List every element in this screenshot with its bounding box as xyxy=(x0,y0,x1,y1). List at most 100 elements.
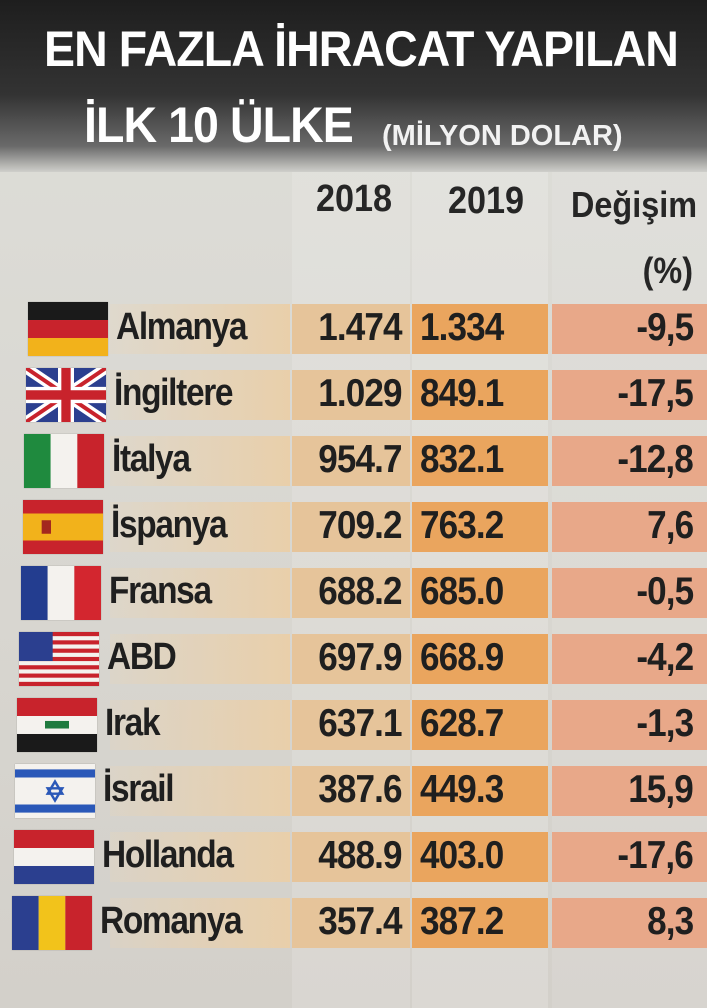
value-2019: 449.3 xyxy=(420,768,504,811)
table-row: Almanya 1.474 1.334 -9,5 xyxy=(0,300,707,358)
title-line-1: EN FAZLA İHRACAT YAPILAN xyxy=(44,21,679,77)
row-band-2018 xyxy=(292,898,410,948)
usa-flag-icon xyxy=(19,632,99,686)
row-band-change xyxy=(552,634,707,684)
france-flag-icon xyxy=(21,566,101,620)
table-row: İspanya 709.2 763.2 7,6 xyxy=(0,498,707,556)
row-band-2018 xyxy=(292,436,410,486)
row-band-2018 xyxy=(292,304,410,354)
row-band-2019 xyxy=(412,436,548,486)
row-band-name xyxy=(110,370,290,420)
value-2018: 357.4 xyxy=(318,900,403,943)
row-band-name xyxy=(110,502,290,552)
netherlands-flag-icon xyxy=(14,830,94,884)
table-row: Romanya 357.4 387.2 8,3 xyxy=(0,894,707,952)
row-band-name xyxy=(110,832,290,882)
row-band-change xyxy=(552,898,707,948)
row-band-change xyxy=(552,502,707,552)
table-row: ABD 697.9 668.9 -4,2 xyxy=(0,630,707,688)
row-band-change xyxy=(552,832,707,882)
row-band-2019 xyxy=(412,634,548,684)
row-band-name xyxy=(110,634,290,684)
row-band-2019 xyxy=(412,898,548,948)
value-change: 7,6 xyxy=(646,504,694,547)
value-change: -0,5 xyxy=(636,570,694,613)
spain-flag-icon xyxy=(23,500,103,554)
row-band-2019 xyxy=(412,568,548,618)
row-band-change xyxy=(552,568,707,618)
iraq-flag-icon xyxy=(17,698,97,752)
column-header-2018: 2018 xyxy=(316,178,393,220)
column-header-change-unit: (%) xyxy=(642,250,693,291)
country-name: Hollanda xyxy=(102,834,234,876)
row-band-2018 xyxy=(292,370,410,420)
row-band-2018 xyxy=(292,832,410,882)
uk-flag-icon xyxy=(26,368,106,422)
row-band-name xyxy=(110,304,290,354)
value-2019: 387.2 xyxy=(420,900,504,943)
value-2019: 832.1 xyxy=(420,438,504,481)
row-band-name xyxy=(110,898,290,948)
table-row: İsrail 387.6 449.3 15,9 xyxy=(0,762,707,820)
value-2018: 387.6 xyxy=(318,768,403,811)
row-band-2019 xyxy=(412,370,548,420)
row-band-2018 xyxy=(292,700,410,750)
row-band-2019 xyxy=(412,502,548,552)
table-row: Irak 637.1 628.7 -1,3 xyxy=(0,696,707,754)
row-band-2019 xyxy=(412,832,548,882)
row-band-change xyxy=(552,700,707,750)
value-change: -1,3 xyxy=(636,702,694,745)
value-2019: 668.9 xyxy=(420,636,504,679)
value-2019: 849.1 xyxy=(420,372,504,415)
value-2019: 628.7 xyxy=(420,702,504,745)
row-band-name xyxy=(110,568,290,618)
column-header-change: Değişim xyxy=(570,184,697,225)
country-name: Romanya xyxy=(100,900,243,942)
value-change: -17,6 xyxy=(617,834,693,877)
israel-flag-icon xyxy=(15,764,95,818)
value-2018: 688.2 xyxy=(318,570,403,613)
country-name: Fransa xyxy=(109,570,212,612)
value-change: -12,8 xyxy=(617,438,693,481)
country-name: Irak xyxy=(105,702,161,744)
value-change: 8,3 xyxy=(646,900,694,943)
table-row: İngiltere 1.029 849.1 -17,5 xyxy=(0,366,707,424)
value-2018: 488.9 xyxy=(318,834,403,877)
title-unit: (MİLYON DOLAR) xyxy=(382,120,623,152)
title-line-2: İLK 10 ÜLKE xyxy=(84,97,354,153)
row-band-change xyxy=(552,436,707,486)
italy-flag-icon xyxy=(24,434,104,488)
row-band-2018 xyxy=(292,766,410,816)
value-2018: 637.1 xyxy=(318,702,403,745)
germany-flag-icon xyxy=(28,302,108,356)
row-band-2018 xyxy=(292,634,410,684)
row-band-name xyxy=(110,766,290,816)
table-row: Hollanda 488.9 403.0 -17,6 xyxy=(0,828,707,886)
value-change: -9,5 xyxy=(636,306,694,349)
romania-flag-icon xyxy=(12,896,92,950)
country-name: İtalya xyxy=(112,438,191,480)
table-row: İtalya 954.7 832.1 -12,8 xyxy=(0,432,707,490)
row-band-name xyxy=(110,436,290,486)
country-name: ABD xyxy=(107,636,177,678)
row-band-change xyxy=(552,370,707,420)
row-band-2019 xyxy=(412,766,548,816)
column-header-2019: 2019 xyxy=(448,180,525,222)
title-band: EN FAZLA İHRACAT YAPILAN İLK 10 ÜLKE (Mİ… xyxy=(0,0,707,172)
value-change: -17,5 xyxy=(617,372,693,415)
table-row: Fransa 688.2 685.0 -0,5 xyxy=(0,564,707,622)
row-band-2019 xyxy=(412,700,548,750)
value-2018: 1.474 xyxy=(318,306,403,349)
value-2019: 403.0 xyxy=(420,834,504,877)
country-name: İngiltere xyxy=(114,372,234,414)
value-2019: 1.334 xyxy=(420,306,504,349)
value-change: -4,2 xyxy=(636,636,694,679)
value-2018: 1.029 xyxy=(318,372,403,415)
country-name: İsrail xyxy=(103,768,174,810)
value-2018: 697.9 xyxy=(318,636,403,679)
value-2019: 685.0 xyxy=(420,570,504,613)
row-band-2019 xyxy=(412,304,548,354)
value-2018: 709.2 xyxy=(318,504,403,547)
value-2018: 954.7 xyxy=(318,438,403,481)
